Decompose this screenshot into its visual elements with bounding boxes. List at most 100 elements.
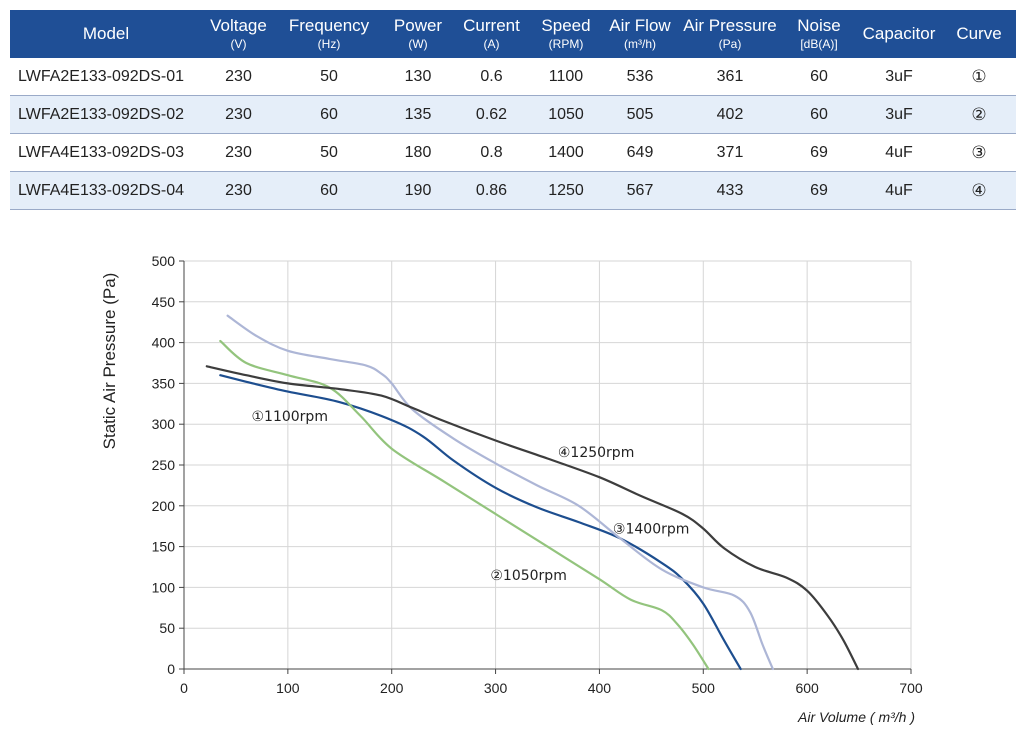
chart-series — [205, 314, 860, 671]
column-header-unit: (Hz) — [317, 37, 341, 52]
table-cell: ④ — [942, 171, 1016, 210]
column-header-unit: (A) — [483, 37, 500, 52]
x-tick-label: 500 — [692, 680, 716, 696]
table-cell: 1250 — [530, 171, 602, 210]
chart-series-labels: ①1100rpm ②1050rpm ③1400rpm ④1250rpm — [252, 409, 690, 584]
series-label-3: ③1400rpm — [613, 522, 689, 538]
column-header-title: Air Flow — [609, 16, 671, 36]
x-tick-label: 200 — [380, 680, 404, 696]
x-tick-label: 100 — [276, 680, 300, 696]
table-cell: LWFA4E133-092DS-03 — [10, 133, 202, 172]
table-cell: 60 — [275, 171, 383, 210]
x-tick-label: 600 — [795, 680, 819, 696]
column-header-title: Voltage — [210, 16, 267, 36]
column-header-title: Curve — [956, 24, 1002, 44]
table-cell: 50 — [275, 58, 383, 96]
table-cell: 230 — [202, 58, 275, 96]
x-tick-label: 400 — [588, 680, 612, 696]
table-row: LWFA4E133-092DS-03 230 50 180 0.8 1400 649 371 6… — [10, 133, 1016, 172]
x-tick-label: 700 — [899, 680, 923, 696]
table-cell: 4uF — [856, 133, 942, 172]
column-header-unit: (RPM) — [548, 37, 584, 52]
table-cell: 0.62 — [453, 95, 530, 134]
x-tick-label: 0 — [180, 680, 188, 696]
column-header-model: Model — [10, 10, 202, 58]
spec-table: Model Voltage (V) Frequency (Hz) Power (W) Curr… — [10, 10, 1016, 210]
table-cell: 433 — [678, 171, 782, 210]
y-tick-label: 450 — [152, 294, 176, 310]
column-header-unit: (m³/h) — [624, 37, 656, 52]
table-cell: LWFA2E133-092DS-01 — [10, 58, 202, 96]
column-header-speed: Speed (RPM) — [530, 10, 602, 58]
table-cell: 4uF — [856, 171, 942, 210]
y-tick-label: 250 — [152, 457, 176, 473]
table-cell: 69 — [782, 171, 856, 210]
table-cell: 1100 — [530, 58, 602, 96]
y-tick-label: 500 — [152, 253, 176, 269]
column-header-air-pressure: Air Pressure (Pa) — [678, 10, 782, 58]
y-tick-label: 150 — [152, 539, 176, 555]
table-cell: 135 — [383, 95, 453, 134]
column-header-unit: (W) — [408, 37, 428, 52]
table-cell: 1400 — [530, 133, 602, 172]
column-header-capacitor: Capacitor — [856, 10, 942, 58]
series-line-3 — [226, 314, 774, 671]
column-header-title: Air Pressure — [683, 16, 777, 36]
table-row: LWFA2E133-092DS-01 230 50 130 0.6 1100 536 361 6… — [10, 58, 1016, 96]
chart-grid — [183, 260, 912, 670]
table-cell: 649 — [602, 133, 678, 172]
column-header-title: Speed — [541, 16, 591, 36]
column-header-title: Current — [463, 16, 520, 36]
table-cell: 230 — [202, 133, 275, 172]
series-label-2: ②1050rpm — [490, 568, 566, 584]
column-header-title: Noise — [797, 16, 841, 36]
table-cell: ② — [942, 95, 1016, 134]
y-axis-label: Static Air Pressure (Pa) — [100, 273, 119, 450]
series-line-2 — [219, 339, 710, 671]
column-header-air-flow: Air Flow (m³/h) — [602, 10, 678, 58]
table-cell: 1050 — [530, 95, 602, 134]
column-header-power: Power (W) — [383, 10, 453, 58]
table-header: Model Voltage (V) Frequency (Hz) Power (W) Curr… — [10, 10, 1016, 58]
table-cell: 130 — [383, 58, 453, 96]
y-tick-label: 100 — [152, 579, 176, 595]
table-cell: 536 — [602, 58, 678, 96]
table-cell: LWFA2E133-092DS-02 — [10, 95, 202, 134]
table-cell: 0.8 — [453, 133, 530, 172]
y-tick-label: 400 — [152, 335, 176, 351]
x-tick-label: 300 — [484, 680, 508, 696]
table-row: LWFA4E133-092DS-04 230 60 190 0.86 1250 567 433… — [10, 171, 1016, 210]
table-cell: 60 — [275, 95, 383, 134]
table-cell: 69 — [782, 133, 856, 172]
column-header-title: Power — [393, 16, 443, 36]
table-cell: 567 — [602, 171, 678, 210]
table-cell: 402 — [678, 95, 782, 134]
y-tick-label: 0 — [167, 661, 175, 677]
header-row: Model Voltage (V) Frequency (Hz) Power (W) Curr… — [10, 10, 1016, 58]
table-cell: 3uF — [856, 58, 942, 96]
table-cell: 0.6 — [453, 58, 530, 96]
x-axis-label: Air Volume ( m³/h ) — [797, 709, 915, 725]
column-header-curve: Curve — [942, 10, 1016, 58]
column-header-current: Current (A) — [453, 10, 530, 58]
y-tick-label: 50 — [159, 620, 175, 636]
series-label-1: ①1100rpm — [252, 409, 328, 425]
table-cell: 361 — [678, 58, 782, 96]
table-cell: 60 — [782, 95, 856, 134]
column-header-unit: (Pa) — [718, 37, 742, 52]
series-line-1 — [219, 374, 742, 671]
series-line-4 — [205, 365, 860, 671]
column-header-title: Frequency — [288, 16, 370, 36]
column-header-voltage: Voltage (V) — [202, 10, 275, 58]
table-cell: 0.86 — [453, 171, 530, 210]
y-tick-label: 300 — [152, 416, 176, 432]
table-cell: 505 — [602, 95, 678, 134]
table-cell: 180 — [383, 133, 453, 172]
table-cell: 190 — [383, 171, 453, 210]
y-tick-label: 200 — [152, 498, 176, 514]
table-cell: 50 — [275, 133, 383, 172]
chart-axes: 0 100 200 300 400 500 600 700 0 50 100 150 200 250 300… — [152, 253, 923, 696]
column-header-noise: Noise [dB(A)] — [782, 10, 856, 58]
column-header-title: Capacitor — [862, 24, 936, 44]
